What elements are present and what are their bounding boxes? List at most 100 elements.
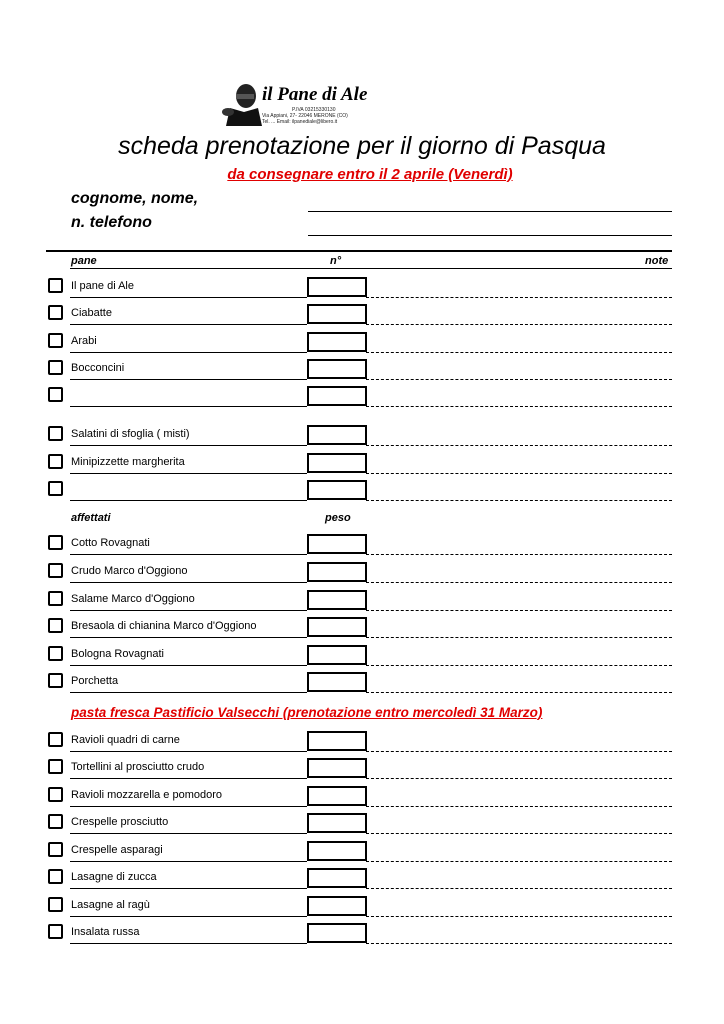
column-weight: peso xyxy=(325,512,351,524)
column-header-underline xyxy=(70,268,672,269)
page-title: scheda prenotazione per il giorno di Pas… xyxy=(118,132,606,160)
item-checkbox[interactable] xyxy=(48,481,63,496)
item-label: Crudo Marco d'Oggiono xyxy=(71,565,188,577)
item-label: Arabi xyxy=(71,335,97,347)
quantity-box[interactable] xyxy=(307,813,367,833)
item-checkbox[interactable] xyxy=(48,426,63,441)
item-checkbox[interactable] xyxy=(48,360,63,375)
phone-label: n. telefono xyxy=(71,214,152,231)
item-checkbox[interactable] xyxy=(48,897,63,912)
quantity-box[interactable] xyxy=(307,453,367,473)
notes-field[interactable] xyxy=(366,916,672,917)
quantity-box[interactable] xyxy=(307,617,367,637)
quantity-box[interactable] xyxy=(307,480,367,500)
item-checkbox[interactable] xyxy=(48,646,63,661)
item-label: Salame Marco d'Oggiono xyxy=(71,593,195,605)
quantity-box[interactable] xyxy=(307,731,367,751)
notes-field[interactable] xyxy=(366,943,672,944)
item-checkbox[interactable] xyxy=(48,387,63,402)
quantity-box[interactable] xyxy=(307,645,367,665)
notes-field[interactable] xyxy=(366,861,672,862)
quantity-box[interactable] xyxy=(307,786,367,806)
item-underline xyxy=(70,665,307,666)
item-checkbox[interactable] xyxy=(48,305,63,320)
section-affettati: affettati xyxy=(71,512,111,524)
item-checkbox[interactable] xyxy=(48,732,63,747)
item-label: Minipizzette margherita xyxy=(71,456,185,468)
item-checkbox[interactable] xyxy=(48,814,63,829)
item-label: Lasagne di zucca xyxy=(71,871,157,883)
item-label: Cotto Rovagnati xyxy=(71,537,150,549)
item-checkbox[interactable] xyxy=(48,591,63,606)
item-checkbox[interactable] xyxy=(48,759,63,774)
item-checkbox[interactable] xyxy=(48,333,63,348)
item-underline xyxy=(70,751,307,752)
quantity-box[interactable] xyxy=(307,758,367,778)
notes-field[interactable] xyxy=(366,692,672,693)
item-checkbox[interactable] xyxy=(48,787,63,802)
notes-field[interactable] xyxy=(366,751,672,752)
item-checkbox[interactable] xyxy=(48,924,63,939)
notes-field[interactable] xyxy=(366,445,672,446)
notes-field[interactable] xyxy=(366,379,672,380)
notes-field[interactable] xyxy=(366,610,672,611)
quantity-box[interactable] xyxy=(307,841,367,861)
quantity-box[interactable] xyxy=(307,896,367,916)
item-underline xyxy=(70,445,307,446)
quantity-box[interactable] xyxy=(307,332,367,352)
notes-field[interactable] xyxy=(366,778,672,779)
quantity-box[interactable] xyxy=(307,425,367,445)
item-checkbox[interactable] xyxy=(48,454,63,469)
item-label: Salatini di sfoglia ( misti) xyxy=(71,428,190,440)
quantity-box[interactable] xyxy=(307,386,367,406)
name-label: cognome, nome, xyxy=(71,190,199,207)
quantity-box[interactable] xyxy=(307,534,367,554)
notes-field[interactable] xyxy=(366,806,672,807)
name-field[interactable] xyxy=(308,211,672,212)
quantity-box[interactable] xyxy=(307,304,367,324)
quantity-box[interactable] xyxy=(307,562,367,582)
item-underline xyxy=(70,582,307,583)
phone-field[interactable] xyxy=(308,235,672,236)
item-underline xyxy=(70,406,307,407)
notes-field[interactable] xyxy=(366,833,672,834)
logo-name: il Pane di Ale xyxy=(262,84,368,105)
quantity-box[interactable] xyxy=(307,868,367,888)
item-label: Insalata russa xyxy=(71,926,140,938)
notes-field[interactable] xyxy=(366,324,672,325)
notes-field[interactable] xyxy=(366,500,672,501)
item-checkbox[interactable] xyxy=(48,535,63,550)
item-checkbox[interactable] xyxy=(48,673,63,688)
quantity-box[interactable] xyxy=(307,359,367,379)
quantity-box[interactable] xyxy=(307,277,367,297)
item-underline xyxy=(70,554,307,555)
notes-field[interactable] xyxy=(366,637,672,638)
item-checkbox[interactable] xyxy=(48,563,63,578)
notes-field[interactable] xyxy=(366,554,672,555)
item-underline xyxy=(70,943,307,944)
quantity-box[interactable] xyxy=(307,672,367,692)
item-checkbox[interactable] xyxy=(48,618,63,633)
item-label: Ravioli quadri di carne xyxy=(71,734,180,746)
quantity-box[interactable] xyxy=(307,923,367,943)
item-checkbox[interactable] xyxy=(48,278,63,293)
notes-field[interactable] xyxy=(366,582,672,583)
notes-field[interactable] xyxy=(366,406,672,407)
item-label: Ciabatte xyxy=(71,307,112,319)
quantity-box[interactable] xyxy=(307,590,367,610)
notes-field[interactable] xyxy=(366,473,672,474)
item-label: Bresaola di chianina Marco d'Oggiono xyxy=(71,620,257,632)
item-checkbox[interactable] xyxy=(48,869,63,884)
item-underline xyxy=(70,888,307,889)
item-underline xyxy=(70,916,307,917)
notes-field[interactable] xyxy=(366,297,672,298)
notes-field[interactable] xyxy=(366,665,672,666)
item-checkbox[interactable] xyxy=(48,842,63,857)
logo-address: Via Appiani, 27- 22046 MERONE (CO) xyxy=(262,113,348,119)
item-underline xyxy=(70,324,307,325)
item-underline xyxy=(70,352,307,353)
section-pasta: pasta fresca Pastificio Valsecchi (preno… xyxy=(71,705,543,720)
notes-field[interactable] xyxy=(366,352,672,353)
notes-field[interactable] xyxy=(366,888,672,889)
